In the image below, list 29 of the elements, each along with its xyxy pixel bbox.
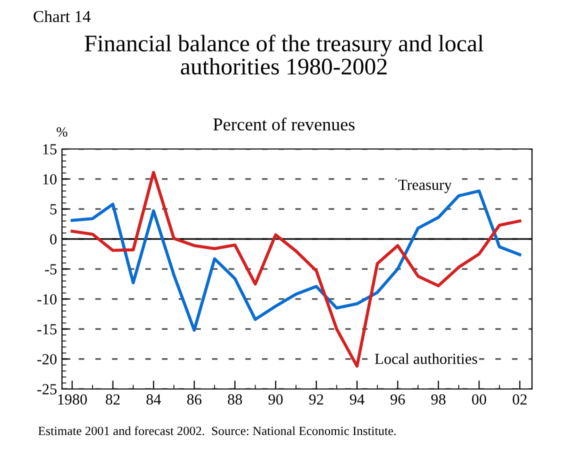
- x-tick-label: 96: [390, 394, 405, 405]
- y-tick-label: 5: [50, 204, 57, 214]
- chart-subtitle: Percent of revenues: [213, 118, 355, 131]
- x-tick-label: 82: [106, 394, 120, 405]
- series-label: Treasury: [398, 180, 452, 194]
- chart-title: Financial balance of the treasury and local authorities 1980-2002: [84, 34, 484, 75]
- y-tick-label: -10: [37, 294, 57, 304]
- x-tick-label: 88: [228, 394, 242, 405]
- y-tick-label: -20: [37, 354, 57, 364]
- x-tick-label: 90: [268, 394, 283, 405]
- y-tick-label: -5: [44, 264, 57, 274]
- series-label: Local authorities: [374, 353, 478, 364]
- x-tick-label: 94: [350, 394, 364, 405]
- y-tick-label: 10: [43, 174, 57, 184]
- y-tick-label: 0: [50, 234, 57, 244]
- x-tick-label: 86: [187, 394, 202, 405]
- y-tick-label: 15: [43, 144, 57, 154]
- x-tick-label: 84: [146, 394, 161, 405]
- y-tick-label: -25: [37, 384, 57, 394]
- y-axis-title: %: [56, 127, 68, 137]
- caption: Chart 14: [34, 10, 91, 22]
- x-tick-label: 92: [309, 394, 324, 405]
- line-series: [70, 170, 522, 368]
- x-tick-label: 1980: [58, 394, 87, 405]
- x-tick-label: 00: [472, 394, 486, 405]
- text: Estimate 2001 and forecast 2002. Source: National Economic Institute.: [38, 426, 396, 436]
- x-tick-label: 98: [431, 394, 446, 405]
- y-tick-label: -15: [37, 324, 57, 334]
- x-tick-label: 02: [512, 394, 527, 405]
